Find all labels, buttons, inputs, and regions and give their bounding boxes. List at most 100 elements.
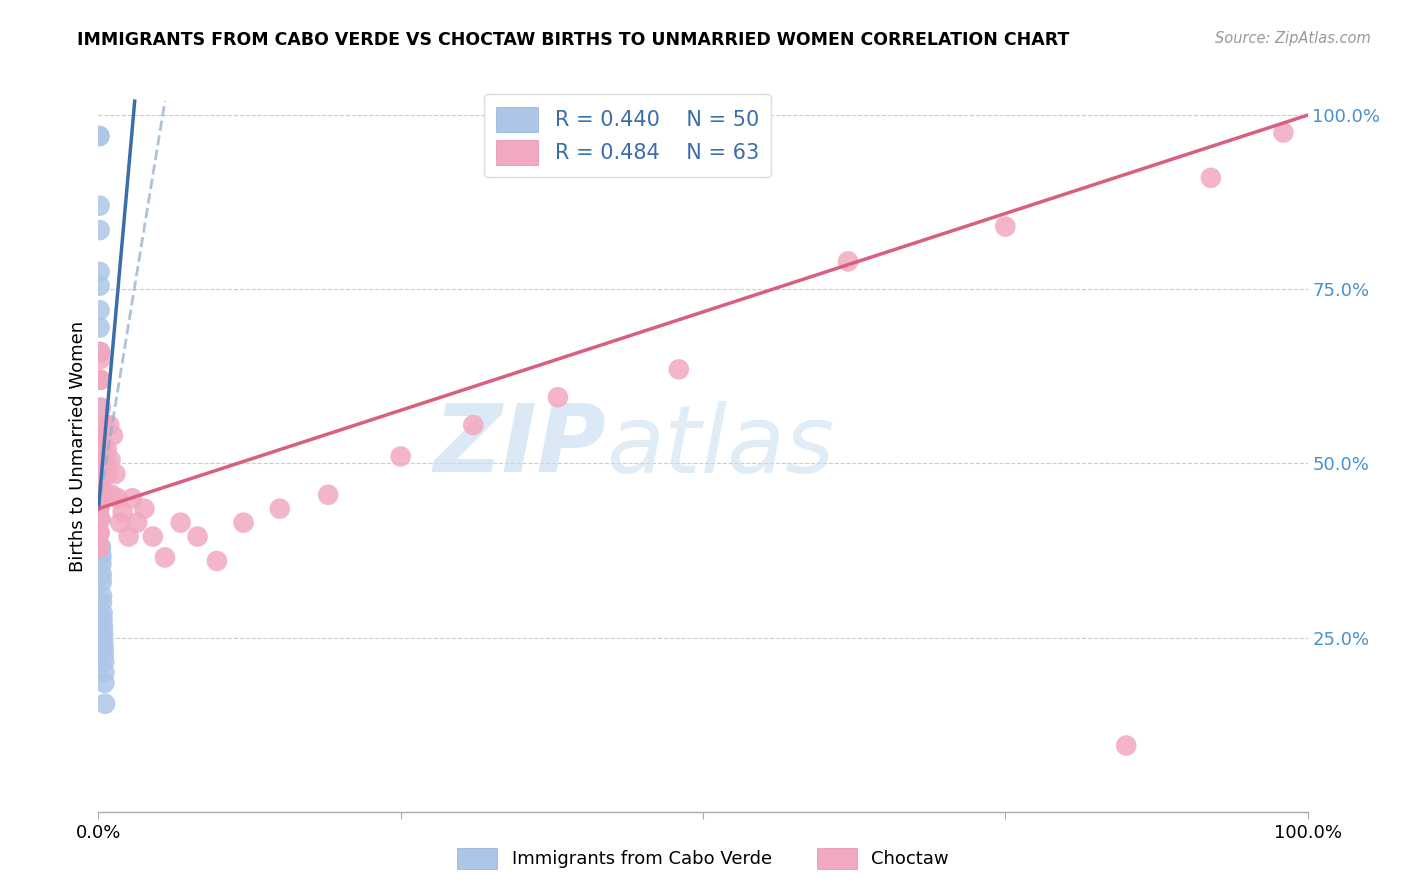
Point — [89, 128, 111, 143]
Point — [94, 697, 117, 711]
Point — [463, 418, 485, 433]
Point — [91, 620, 114, 634]
Text: Source: ZipAtlas.com: Source: ZipAtlas.com — [1215, 31, 1371, 46]
Point — [93, 676, 115, 690]
Point — [93, 463, 115, 477]
Text: atlas: atlas — [606, 401, 835, 491]
Point — [90, 453, 112, 467]
Point — [91, 484, 114, 499]
Point — [89, 512, 111, 526]
Point — [89, 418, 111, 433]
Point — [169, 516, 191, 530]
Point — [89, 345, 111, 359]
Point — [89, 453, 111, 467]
Point — [89, 540, 111, 554]
Point — [89, 526, 111, 541]
Legend: R = 0.440    N = 50, R = 0.484    N = 63: R = 0.440 N = 50, R = 0.484 N = 63 — [484, 95, 772, 178]
Point — [90, 558, 112, 572]
Point — [90, 351, 112, 366]
Point — [90, 550, 112, 565]
Point — [89, 457, 111, 471]
Point — [153, 550, 176, 565]
Point — [90, 491, 112, 506]
Point — [90, 432, 112, 446]
Point — [1199, 170, 1222, 185]
Point — [90, 547, 112, 561]
Point — [101, 428, 124, 442]
Point — [89, 526, 111, 541]
Point — [90, 481, 112, 495]
Point — [111, 505, 134, 519]
Point — [100, 453, 122, 467]
Point — [547, 390, 569, 404]
Point — [108, 516, 131, 530]
Point — [96, 442, 118, 457]
Point — [121, 491, 143, 506]
Point — [89, 512, 111, 526]
Point — [96, 488, 118, 502]
Point — [93, 442, 115, 457]
Point — [89, 457, 111, 471]
Point — [104, 467, 127, 481]
Point — [91, 613, 114, 627]
Point — [89, 345, 111, 359]
Point — [93, 655, 115, 669]
Point — [89, 373, 111, 387]
Point — [89, 463, 111, 477]
Point — [91, 596, 114, 610]
Point — [107, 491, 129, 506]
Point — [89, 457, 111, 471]
Point — [90, 401, 112, 415]
Y-axis label: Births to Unmarried Women: Births to Unmarried Women — [69, 320, 87, 572]
Point — [89, 199, 111, 213]
Point — [89, 128, 111, 143]
Point — [389, 450, 412, 464]
Point — [90, 512, 112, 526]
Point — [91, 606, 114, 620]
Point — [89, 463, 111, 477]
Point — [94, 453, 117, 467]
Point — [89, 463, 111, 477]
Point — [205, 554, 228, 568]
Point — [89, 463, 111, 477]
Point — [1272, 126, 1295, 140]
Point — [668, 362, 690, 376]
Point — [89, 223, 111, 237]
Point — [118, 530, 141, 544]
Point — [90, 457, 112, 471]
Point — [90, 450, 112, 464]
Point — [93, 640, 115, 655]
Point — [134, 501, 156, 516]
Text: IMMIGRANTS FROM CABO VERDE VS CHOCTAW BIRTHS TO UNMARRIED WOMEN CORRELATION CHAR: IMMIGRANTS FROM CABO VERDE VS CHOCTAW BI… — [77, 31, 1070, 49]
Point — [127, 516, 149, 530]
Point — [90, 540, 112, 554]
Point — [89, 320, 111, 334]
Point — [90, 567, 112, 582]
Point — [90, 484, 112, 499]
Point — [1115, 739, 1137, 753]
Point — [994, 219, 1017, 234]
Point — [142, 530, 165, 544]
Point — [89, 540, 111, 554]
Point — [91, 589, 114, 603]
Point — [89, 498, 111, 512]
Point — [89, 450, 111, 464]
Legend: Immigrants from Cabo Verde, Choctaw: Immigrants from Cabo Verde, Choctaw — [450, 840, 956, 876]
Point — [316, 488, 339, 502]
Point — [89, 459, 111, 474]
Point — [91, 634, 114, 648]
Point — [269, 501, 291, 516]
Point — [89, 303, 111, 318]
Point — [90, 425, 112, 439]
Point — [89, 484, 111, 499]
Text: ZIP: ZIP — [433, 400, 606, 492]
Point — [98, 418, 121, 433]
Point — [91, 450, 114, 464]
Point — [187, 530, 209, 544]
Point — [91, 627, 114, 641]
Point — [89, 373, 111, 387]
Point — [90, 373, 112, 387]
Point — [89, 470, 111, 484]
Point — [90, 463, 112, 477]
Point — [90, 463, 112, 477]
